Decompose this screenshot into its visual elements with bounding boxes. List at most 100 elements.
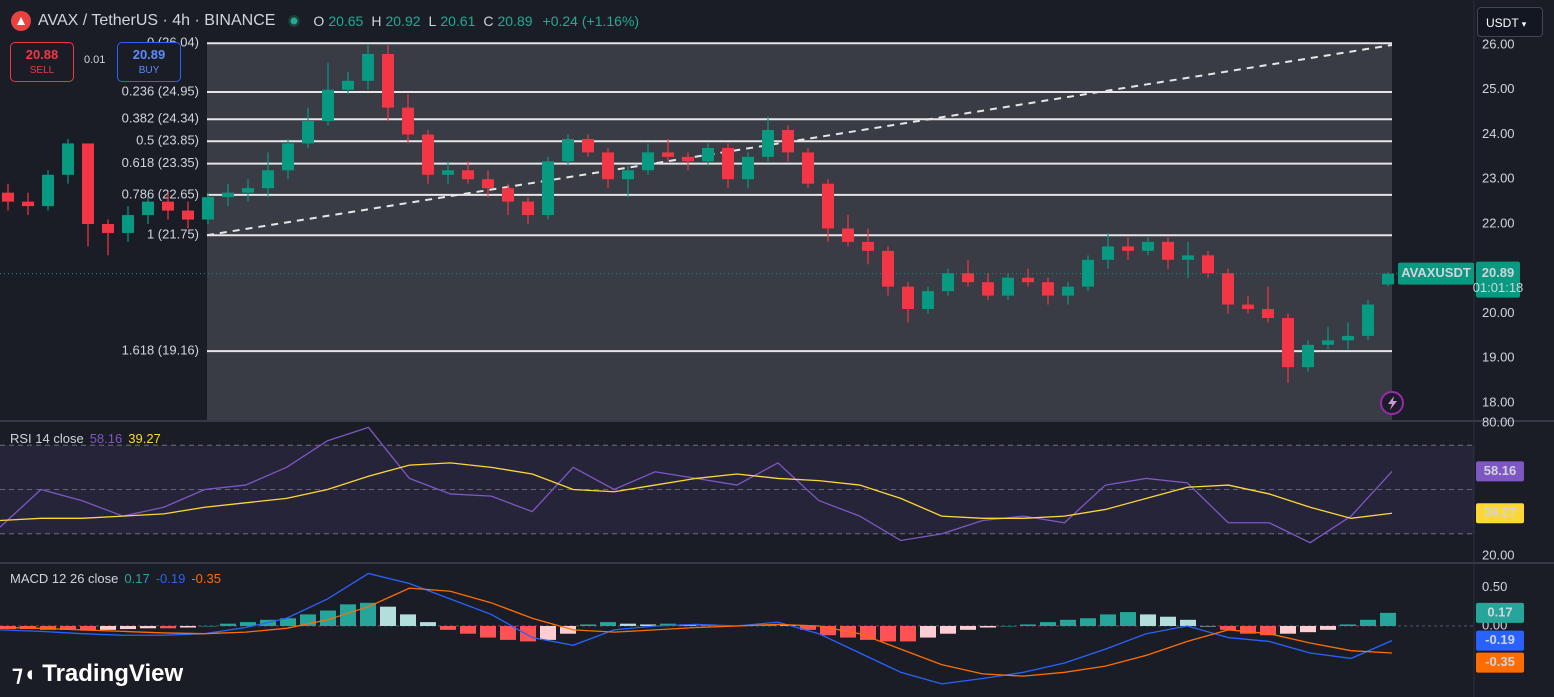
candle-body	[362, 53, 374, 81]
change: +0.24 (+1.16%)	[542, 13, 640, 29]
histogram-bar	[240, 622, 256, 626]
histogram-bar	[400, 614, 416, 626]
sell-button[interactable]: 20.88 SELL	[10, 42, 74, 82]
symbol: AVAX / TetherUS · 4h · BINANCE	[38, 12, 276, 29]
currency-select[interactable]: USDT ▾	[1477, 7, 1543, 37]
candle-body	[422, 134, 434, 175]
pane-title-text: MACD 12 26 close	[10, 571, 118, 586]
symbol-tag-box	[1398, 262, 1474, 285]
legend-value: 58.16	[90, 431, 123, 446]
histogram-bar	[1320, 625, 1336, 630]
candle-body	[722, 147, 734, 180]
price-tick-label: 26.00	[1482, 36, 1515, 51]
candle-body	[22, 201, 34, 207]
histogram-bar	[940, 625, 956, 634]
ohlc-value: 20.65	[328, 13, 364, 29]
rsi-tag-box	[1476, 461, 1524, 482]
candle-body	[1342, 335, 1354, 341]
histogram-bar	[1200, 625, 1216, 627]
candle-body	[1242, 304, 1254, 310]
histogram-bar	[1240, 625, 1256, 634]
candle-body	[222, 192, 234, 198]
histogram-bar	[280, 618, 296, 626]
macd-tag-box	[1476, 630, 1524, 651]
ohlc-key: O	[313, 13, 325, 29]
candle-body	[482, 179, 494, 189]
candle-body	[1282, 317, 1294, 368]
buy-button[interactable]: 20.89 BUY	[117, 42, 181, 82]
fib-label: 0.618 (23.35)	[122, 155, 199, 170]
histogram-bar	[1080, 618, 1096, 626]
price-tick-label: 25.00	[1482, 81, 1515, 96]
histogram-bar	[1280, 625, 1296, 634]
histogram-bar	[1360, 619, 1376, 626]
histogram-bar	[40, 625, 56, 630]
candle-body	[42, 174, 54, 207]
legend-value: 39.27	[128, 431, 161, 446]
candle-body	[342, 80, 354, 90]
histogram-bar	[520, 625, 536, 642]
histogram-bar	[1180, 619, 1196, 626]
histogram-bar	[1380, 612, 1396, 626]
sell-price: 20.88	[25, 47, 59, 62]
candle-body	[602, 152, 614, 180]
candle-body	[902, 286, 914, 310]
fib-label: 0.786 (22.65)	[122, 186, 199, 201]
ohlc: O 20.65 H 20.92 L 20.61 C 20.89	[313, 13, 536, 29]
legend-value: -0.19	[156, 571, 186, 586]
price-tick-label: 19.00	[1482, 350, 1515, 365]
histogram-bar	[1000, 625, 1016, 627]
candle-body	[1202, 255, 1214, 274]
histogram-bar	[180, 625, 196, 628]
rsi-tick-label: 80.00	[1482, 414, 1515, 429]
candle-body	[322, 89, 334, 122]
candle-body	[462, 170, 474, 180]
histogram-bar	[580, 624, 596, 626]
macd-tag: 0.17	[1487, 604, 1512, 619]
ohlc-key: H	[371, 13, 382, 29]
candle-body	[142, 201, 154, 216]
trendline	[206, 44, 1393, 237]
fib-label: 1 (21.75)	[147, 227, 199, 242]
price-tag-box	[1476, 261, 1520, 298]
rsi-line	[0, 462, 1393, 522]
histogram-bar	[1260, 625, 1276, 636]
candle-body	[1142, 241, 1154, 251]
candle-body	[242, 188, 254, 193]
histogram-bar	[540, 625, 556, 640]
macd-tag: -0.19	[1485, 632, 1515, 647]
candle-body	[882, 250, 894, 287]
candle-body	[582, 138, 594, 153]
histogram-bar	[920, 625, 936, 638]
histogram-bar	[640, 624, 656, 626]
candle-body	[562, 138, 574, 162]
candle-body	[1222, 273, 1234, 305]
macd-tag-box	[1476, 652, 1524, 673]
histogram-bar	[460, 625, 476, 634]
candle-body	[162, 201, 174, 211]
histogram-bar	[340, 604, 356, 626]
ohlc-value: 20.89	[497, 13, 533, 29]
histogram-bar	[1060, 619, 1076, 626]
histogram-bar	[1340, 624, 1356, 626]
candle-body	[1162, 241, 1174, 260]
candle-body	[1122, 246, 1134, 251]
price-tick-label: 23.00	[1482, 171, 1515, 186]
candle-body	[182, 210, 194, 220]
candle-body	[802, 152, 814, 184]
candle-body	[1002, 277, 1014, 296]
histogram-bar	[1220, 625, 1236, 630]
histogram-bar	[220, 623, 236, 626]
histogram-bar	[960, 625, 976, 630]
symbol-tag: AVAXUSDT	[1401, 265, 1471, 280]
candle-body	[442, 170, 454, 175]
macd-tag-box	[1476, 602, 1524, 623]
pane-title: RSI 14 close 58.16 39.27	[10, 431, 161, 446]
candle-body	[262, 170, 274, 189]
candle-body	[1382, 273, 1394, 285]
price-tick-label: 22.00	[1482, 215, 1515, 230]
histogram-bar	[120, 625, 136, 630]
pane-title: MACD 12 26 close 0.17 -0.19 -0.35	[10, 571, 221, 586]
candle-body	[282, 143, 294, 171]
